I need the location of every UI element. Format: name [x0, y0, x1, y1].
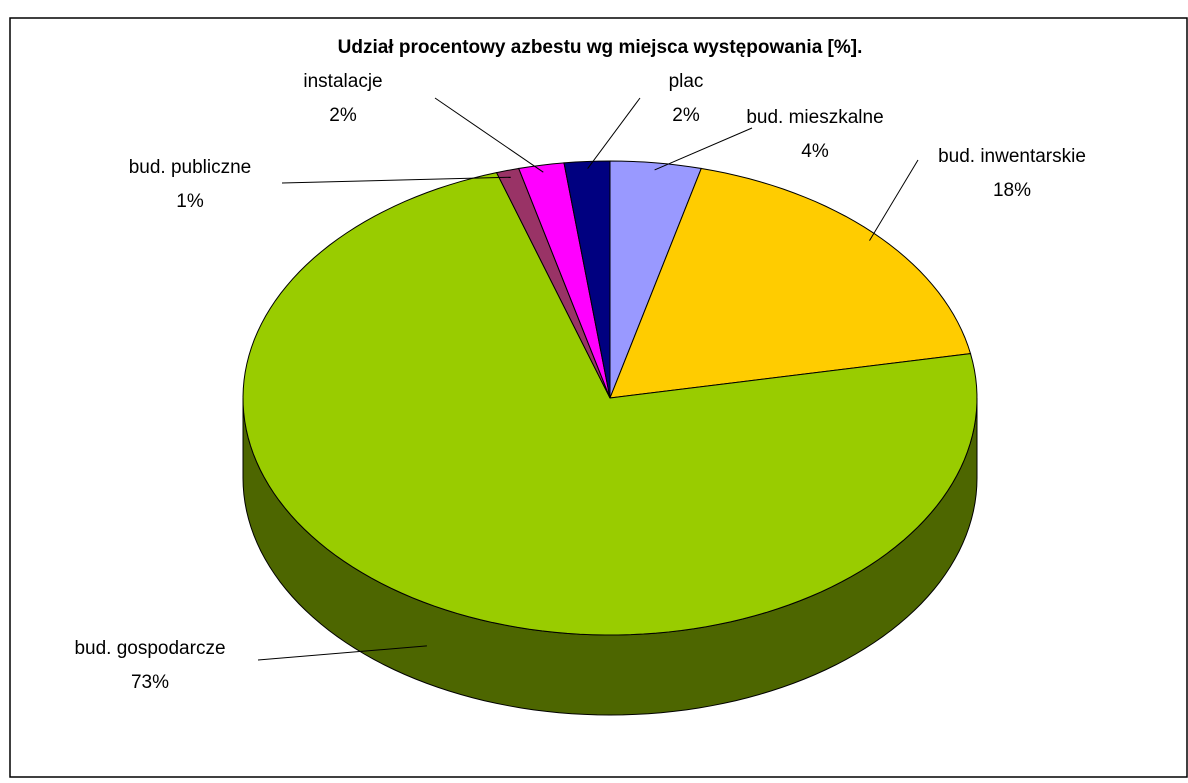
- data-label-value: 2%: [672, 105, 700, 126]
- data-label-name: bud. inwentarskie: [938, 146, 1086, 167]
- chart-title: Udział procentowy azbestu wg miejsca wys…: [338, 37, 863, 58]
- leader-line: [257, 645, 427, 661]
- data-label-value: 1%: [176, 191, 204, 212]
- data-label-name: instalacje: [303, 71, 382, 92]
- data-label-name: bud. gospodarcze: [74, 638, 225, 659]
- slice: [609, 160, 702, 399]
- data-label-value: 2%: [329, 105, 357, 126]
- leader-line: [281, 176, 511, 184]
- data-label-name: bud. mieszkalne: [746, 107, 883, 128]
- slice: [563, 160, 611, 399]
- data-label-name: bud. publiczne: [129, 157, 252, 178]
- leader-line: [587, 97, 641, 169]
- data-label-value: 4%: [801, 141, 829, 162]
- data-label-value: 73%: [131, 672, 169, 693]
- slice: [242, 172, 978, 636]
- slice: [609, 167, 972, 399]
- leader-line: [869, 159, 919, 241]
- leader-line: [654, 127, 753, 171]
- data-label-name: plac: [669, 71, 704, 92]
- leader-line: [434, 97, 544, 173]
- data-label-value: 18%: [993, 180, 1031, 201]
